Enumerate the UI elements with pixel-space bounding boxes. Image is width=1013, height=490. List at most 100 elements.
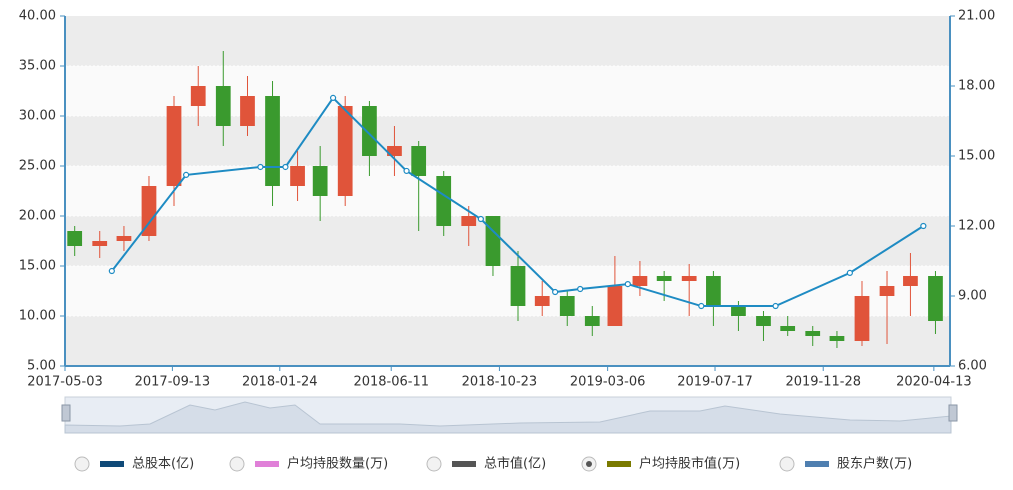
- x-tick-label: 2019-07-17: [677, 375, 753, 390]
- grid-band: [65, 316, 950, 366]
- candle-body: [731, 306, 746, 316]
- line-point: [329, 94, 337, 102]
- legend-swatch: [100, 461, 124, 467]
- legend: 总股本(亿) 户均持股数量(万) 总市值(亿) 户均持股市值(万) 股东户数(万): [74, 456, 912, 472]
- candle-body: [92, 241, 108, 246]
- candle-body: [534, 296, 550, 306]
- candle-body: [756, 316, 771, 326]
- candle-body: [337, 106, 353, 196]
- line-point: [108, 267, 115, 275]
- line-point: [624, 281, 631, 288]
- line-point: [772, 302, 779, 310]
- legend-item[interactable]: 户均持股数量(万): [229, 456, 388, 472]
- candle-body: [387, 146, 402, 156]
- x-tick-label: 2017-09-13: [135, 375, 211, 390]
- grid-band: [65, 16, 950, 66]
- line-point: [698, 302, 705, 310]
- x-tick-label: 2018-01-24: [242, 375, 318, 390]
- x-tick-label: 2019-03-06: [570, 375, 646, 390]
- legend-radio[interactable]: [426, 456, 442, 472]
- legend-swatch: [805, 461, 829, 467]
- y2-tick-label: 6.00: [958, 359, 987, 374]
- legend-radio[interactable]: [779, 456, 795, 472]
- grid-band: [65, 116, 950, 166]
- zoom-handle-left[interactable]: [61, 404, 71, 422]
- candle-body: [854, 296, 870, 341]
- candle-body: [559, 296, 575, 316]
- plot: 5.00 10.00 15.00 20.00 25.00 30.00 35.00 40.00 6…: [19, 9, 995, 390]
- candle-body: [706, 276, 721, 306]
- grid-band: [65, 266, 950, 316]
- line-point: [403, 167, 410, 175]
- legend-radio-dot: [586, 461, 592, 467]
- y2-tick-label: 12.00: [958, 219, 995, 234]
- y-tick-label: 15.00: [19, 259, 56, 274]
- candle-body: [265, 96, 280, 186]
- legend-item[interactable]: 股东户数(万): [779, 456, 912, 472]
- candle-body: [681, 276, 697, 281]
- candle-body: [584, 316, 600, 326]
- legend-item[interactable]: 户均持股市值(万): [581, 456, 740, 472]
- candle-body: [290, 166, 305, 186]
- candle-body: [240, 96, 255, 126]
- candle-body: [67, 231, 83, 246]
- legend-label: 户均持股市值(万): [639, 456, 740, 472]
- y2-tick-label: 21.00: [958, 9, 995, 24]
- line-point: [577, 285, 584, 293]
- zoom-handle-right[interactable]: [948, 404, 958, 422]
- candle-body: [485, 216, 501, 266]
- candle-body: [879, 286, 895, 296]
- grid-band: [65, 166, 950, 216]
- y-tick-label: 25.00: [19, 159, 56, 174]
- candle-body: [461, 216, 477, 226]
- candle-body: [141, 186, 157, 236]
- candle-body: [510, 266, 526, 306]
- candle-body: [436, 176, 452, 226]
- legend-label: 股东户数(万): [837, 456, 912, 472]
- legend-label: 总股本(亿): [132, 457, 194, 472]
- line-point: [183, 171, 190, 178]
- zoom-preview: [64, 401, 952, 434]
- y-tick-label: 40.00: [19, 9, 56, 24]
- candle-body: [780, 326, 796, 331]
- y-tick-label: 35.00: [19, 59, 56, 74]
- candle-body: [215, 86, 231, 126]
- candle-body: [116, 236, 132, 241]
- line-point: [282, 163, 289, 171]
- line-point: [920, 222, 927, 230]
- legend-item[interactable]: 总股本(亿): [74, 456, 194, 472]
- candle-body: [928, 276, 943, 321]
- line-point: [257, 163, 264, 171]
- legend-swatch: [452, 461, 476, 467]
- legend-item[interactable]: 总市值(亿): [426, 456, 546, 472]
- line-series: [111, 96, 924, 308]
- candle-body: [166, 106, 182, 186]
- x-tick-label: 2018-06-11: [353, 375, 429, 390]
- x-tick-label: 2017-05-03: [27, 375, 103, 390]
- legend-label: 户均持股数量(万): [287, 456, 388, 472]
- legend-swatch: [255, 461, 279, 467]
- x-tick-label: 2020-04-13: [896, 375, 972, 390]
- legend-label: 总市值(亿): [484, 456, 546, 472]
- candle-body: [632, 276, 648, 286]
- grid-band: [65, 66, 950, 116]
- candle-body: [312, 166, 328, 196]
- y2-tick-label: 9.00: [958, 289, 987, 304]
- line-point: [477, 215, 484, 223]
- candle-body: [362, 106, 377, 156]
- line-point: [552, 288, 559, 296]
- y-tick-label: 5.00: [27, 359, 56, 374]
- y-tick-label: 10.00: [19, 309, 56, 324]
- legend-radio[interactable]: [229, 456, 245, 472]
- y-tick-label: 30.00: [19, 109, 56, 124]
- legend-swatch: [607, 461, 631, 467]
- grid-band: [65, 216, 950, 266]
- candle-body: [903, 276, 918, 286]
- candle-body: [607, 286, 623, 326]
- line-point: [846, 269, 853, 276]
- legend-radio[interactable]: [74, 456, 90, 472]
- x-tick-label: 2018-10-23: [462, 375, 538, 390]
- candle-body: [190, 86, 206, 106]
